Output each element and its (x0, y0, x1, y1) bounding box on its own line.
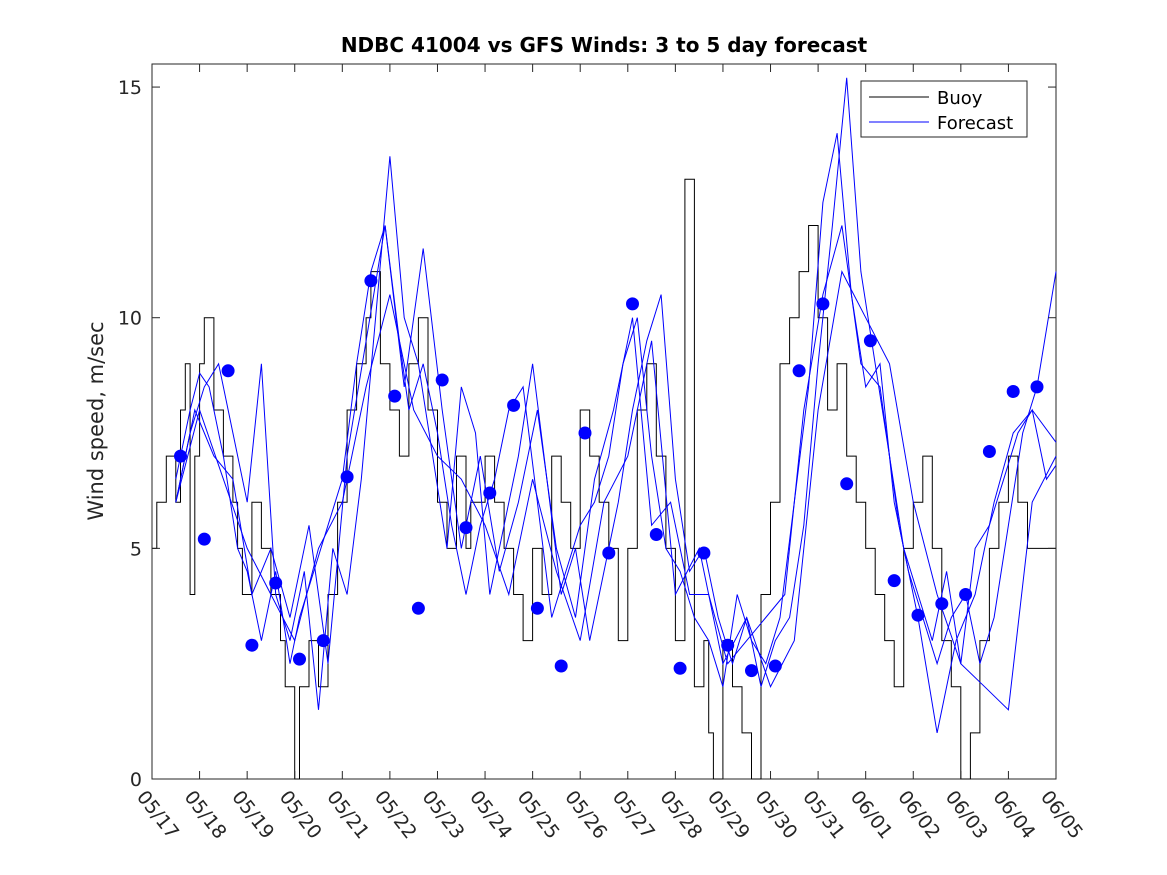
legend-box (860, 80, 1028, 138)
legend-buoy-label: Buoy (937, 88, 983, 109)
forecast-marker (340, 470, 354, 484)
forecast-markers (174, 274, 1044, 678)
forecast-marker (840, 477, 854, 491)
forecast-marker (507, 398, 521, 412)
y-tick-label: 0 (130, 769, 142, 791)
forecast-marker (959, 588, 973, 601)
forecast-marker (887, 574, 901, 588)
forecast-marker (1006, 385, 1020, 398)
forecast-marker (459, 521, 473, 535)
forecast-marker (197, 532, 211, 546)
forecast-marker (530, 601, 544, 615)
forecast-marker (982, 445, 996, 458)
forecast-marker (721, 638, 735, 652)
forecast-marker (483, 486, 497, 500)
forecast-marker (174, 449, 187, 463)
forecast-marker (911, 608, 925, 622)
forecast-marker (554, 659, 568, 673)
forecast-marker (935, 597, 949, 611)
forecast-marker (673, 661, 687, 675)
forecast-marker (245, 638, 259, 652)
forecast-marker (863, 334, 877, 348)
forecast-marker (316, 634, 330, 648)
forecast-marker (388, 389, 402, 403)
forecast-line-3 (175, 225, 1057, 734)
forecast-line-2 (175, 77, 1057, 710)
forecast-marker (221, 364, 235, 378)
forecast-marker (1030, 380, 1044, 394)
forecast-marker (626, 297, 639, 311)
chart-title: NDBC 41004 vs GFS Winds: 3 to 5 day fore… (341, 33, 868, 57)
forecast-marker (792, 364, 806, 378)
forecast-line-4 (175, 270, 1057, 711)
forecast-marker (269, 576, 283, 590)
forecast-marker (435, 373, 449, 387)
y-tick-label: 15 (118, 77, 142, 99)
forecast-marker (745, 664, 758, 678)
y-axis-label: Wind speed, m/sec (84, 321, 108, 520)
plot-area (151, 63, 1057, 780)
y-tick-label: 5 (130, 538, 142, 560)
forecast-marker (602, 546, 616, 560)
forecast-marker (411, 601, 425, 615)
forecast-marker (649, 528, 663, 541)
forecast-marker (697, 546, 711, 560)
forecast-marker (293, 652, 306, 666)
forecast-marker (578, 426, 592, 440)
y-tick-label: 10 (118, 308, 142, 330)
forecast-series-group (175, 77, 1057, 734)
legend-forecast-label: Forecast (937, 113, 1013, 134)
forecast-marker (768, 659, 782, 673)
forecast-marker (816, 297, 830, 311)
legend: Buoy Forecast (860, 80, 1028, 138)
forecast-marker (364, 274, 378, 288)
